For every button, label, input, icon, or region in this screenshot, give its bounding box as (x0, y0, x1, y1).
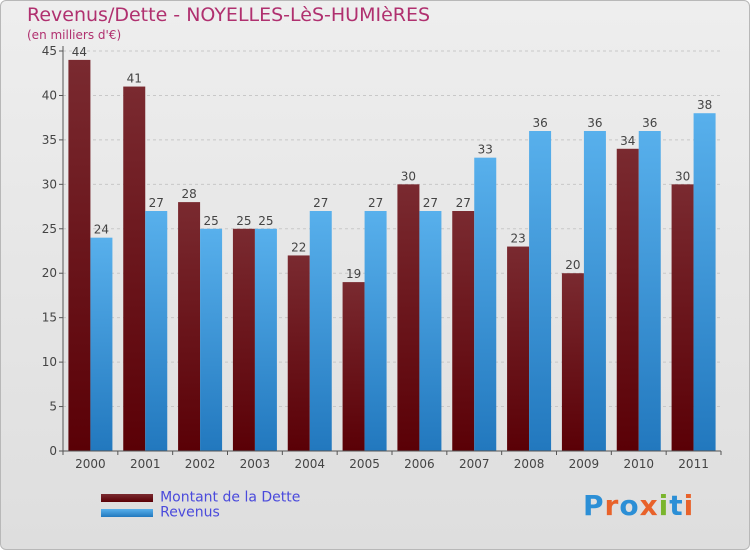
bar-debt (287, 255, 310, 451)
y-tick-label: 35 (42, 133, 57, 147)
bar-debt (397, 184, 420, 452)
legend-label-debt: Montant de la Dette (160, 489, 301, 506)
y-tick-label: 20 (42, 266, 57, 280)
bar-debt (671, 184, 694, 452)
bar-debt (232, 228, 255, 451)
data-label-debt: 19 (346, 267, 361, 281)
y-tick-label: 0 (49, 444, 57, 458)
x-tick-label: 2002 (185, 457, 216, 471)
legend-item-debt: Montant de la Dette (101, 487, 300, 506)
x-tick-label: 2004 (294, 457, 325, 471)
y-tick-label: 15 (42, 311, 57, 325)
logo-letter: P (583, 489, 605, 522)
x-tick-label: 2000 (75, 457, 106, 471)
data-label-debt: 28 (181, 187, 196, 201)
bar-revenue (254, 228, 277, 451)
logo-letter: i (658, 489, 670, 522)
data-label-revenue: 36 (642, 116, 657, 130)
data-label-debt: 41 (127, 72, 142, 86)
logo-letter: r (604, 489, 620, 522)
bar-revenue (309, 211, 332, 451)
data-label-debt: 27 (456, 196, 471, 210)
data-label-debt: 22 (291, 240, 306, 254)
bar-revenue (200, 228, 223, 451)
bar-debt (561, 273, 584, 451)
bar-debt (452, 211, 475, 451)
chart-subtitle: (en milliers d'€) (27, 28, 122, 42)
x-tick-label: 2001 (130, 457, 161, 471)
x-tick-label: 2008 (514, 457, 545, 471)
bar-revenue (364, 211, 387, 451)
x-tick-label: 2011 (678, 457, 709, 471)
bar-revenue (693, 113, 716, 451)
data-label-revenue: 27 (313, 196, 328, 210)
bar-revenue (474, 157, 497, 451)
data-label-revenue: 24 (94, 223, 109, 237)
y-tick-label: 45 (42, 44, 57, 58)
data-label-debt: 20 (565, 258, 580, 272)
data-label-revenue: 27 (368, 196, 383, 210)
y-tick-label: 5 (49, 400, 57, 414)
legend-label-revenue: Revenus (160, 504, 220, 521)
data-label-debt: 30 (401, 169, 416, 183)
bar-debt (178, 202, 201, 451)
logo-letter: i (683, 489, 695, 522)
data-label-revenue: 27 (149, 196, 164, 210)
legend-swatch-revenue (101, 508, 153, 517)
data-label-debt: 44 (72, 45, 87, 59)
bar-revenue (90, 237, 113, 451)
legend-item-revenue: Revenus (101, 502, 300, 521)
data-label-debt: 23 (510, 232, 525, 246)
x-tick-label: 2009 (569, 457, 600, 471)
data-label-revenue: 27 (423, 196, 438, 210)
chart-title: Revenus/Dette - NOYELLES-LèS-HUMIèRES (27, 4, 431, 26)
x-tick-label: 2003 (240, 457, 271, 471)
data-label-revenue: 33 (478, 143, 493, 157)
logo-letter: t (669, 489, 684, 522)
data-label-debt: 25 (236, 214, 251, 228)
logo-letter: o (619, 489, 640, 522)
proxiti-logo: Proxiti (583, 489, 694, 522)
bar-revenue (419, 211, 442, 451)
bar-debt (616, 148, 639, 451)
bar-revenue (583, 131, 606, 451)
data-label-revenue: 36 (532, 116, 547, 130)
data-label-revenue: 36 (587, 116, 602, 130)
data-label-revenue: 38 (697, 98, 712, 112)
logo-letter: x (639, 489, 659, 522)
legend-swatch-debt (101, 493, 153, 502)
x-tick-label: 2007 (459, 457, 490, 471)
bar-revenue (638, 131, 661, 451)
legend: Montant de la Dette Revenus (101, 487, 300, 521)
data-label-revenue: 25 (203, 214, 218, 228)
x-tick-label: 2010 (623, 457, 654, 471)
bar-debt (123, 86, 146, 452)
x-tick-label: 2005 (349, 457, 380, 471)
y-tick-label: 10 (42, 355, 57, 369)
y-tick-label: 40 (42, 88, 57, 102)
y-tick-label: 30 (42, 177, 57, 191)
y-tick-label: 25 (42, 222, 57, 236)
bar-revenue (529, 131, 552, 451)
data-label-debt: 30 (675, 169, 690, 183)
x-tick-label: 2006 (404, 457, 435, 471)
bar-debt (507, 246, 530, 451)
bar-revenue (145, 211, 168, 451)
data-label-revenue: 25 (258, 214, 273, 228)
data-label-debt: 34 (620, 134, 635, 148)
bar-debt (342, 282, 365, 451)
bar-debt (68, 59, 91, 452)
